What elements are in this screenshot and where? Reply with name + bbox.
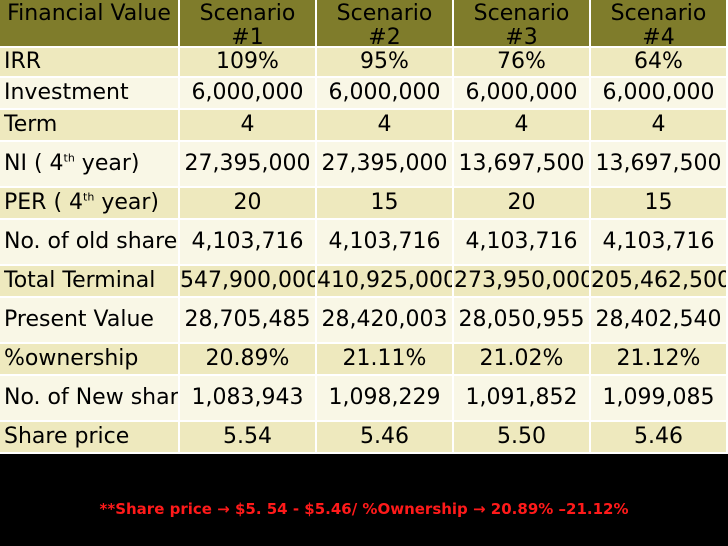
header-scenario-4: Scenario #4 — [591, 0, 728, 48]
cell-scenario-3: 1,091,852 — [454, 376, 591, 422]
cell-scenario-4: 205,462,500 — [591, 266, 728, 298]
cell-scenario-4: 15 — [591, 188, 728, 220]
table-row: PER ( 4th year) 20 15 20 15 — [0, 188, 728, 220]
header-financial-value: Financial Value — [0, 0, 180, 48]
cell-scenario-3: 76% — [454, 48, 591, 78]
row-metric-label: No. of old share — [0, 220, 180, 266]
table-row: Total Terminal 547,900,000 410,925,000 273,… — [0, 266, 728, 298]
header-scenario-1: Scenario #1 — [180, 0, 317, 48]
cell-scenario-1: 20 — [180, 188, 317, 220]
row-metric-label: Term — [0, 110, 180, 142]
table-row: No. of New share 1,083,943 1,098,229 1,091,… — [0, 376, 728, 422]
row-metric-label: PER ( 4th year) — [0, 188, 180, 220]
table-row: %ownership 20.89% 21.11% 21.02% 21.12% — [0, 344, 728, 376]
cell-scenario-1: 6,000,000 — [180, 78, 317, 110]
cell-scenario-2: 410,925,000 — [317, 266, 454, 298]
cell-scenario-1: 1,083,943 — [180, 376, 317, 422]
table-row: Share price 5.54 5.46 5.50 5.46 — [0, 422, 728, 454]
cell-scenario-2: 27,395,000 — [317, 142, 454, 188]
cell-scenario-1: 4 — [180, 110, 317, 142]
cell-scenario-2: 28,420,003 — [317, 298, 454, 344]
cell-scenario-3: 4,103,716 — [454, 220, 591, 266]
row-metric-label: IRR — [0, 48, 180, 78]
table-row: NI ( 4th year) 27,395,000 27,395,000 13,697… — [0, 142, 728, 188]
header-scenario-2: Scenario #2 — [317, 0, 454, 48]
table-row: No. of old share 4,103,716 4,103,716 4,103,… — [0, 220, 728, 266]
table-row: IRR 109% 95% 76% 64% — [0, 48, 728, 78]
summary-banner: **Share price → $5. 54 - $5.46/ %Ownersh… — [0, 484, 728, 534]
cell-scenario-3: 4 — [454, 110, 591, 142]
cell-scenario-4: 4 — [591, 110, 728, 142]
cell-scenario-3: 5.50 — [454, 422, 591, 454]
cell-scenario-3: 273,950,000 — [454, 266, 591, 298]
cell-scenario-4: 28,402,540 — [591, 298, 728, 344]
cell-scenario-2: 5.46 — [317, 422, 454, 454]
cell-scenario-4: 21.12% — [591, 344, 728, 376]
cell-scenario-3: 28,050,955 — [454, 298, 591, 344]
cell-scenario-2: 15 — [317, 188, 454, 220]
row-metric-label: %ownership — [0, 344, 180, 376]
cell-scenario-3: 20 — [454, 188, 591, 220]
cell-scenario-4: 4,103,716 — [591, 220, 728, 266]
row-metric-label: Total Terminal — [0, 266, 180, 298]
cell-scenario-3: 6,000,000 — [454, 78, 591, 110]
financial-comparison-table: Financial Value Scenario #1 Scenario #2 … — [0, 0, 728, 454]
cell-scenario-1: 5.54 — [180, 422, 317, 454]
cell-scenario-2: 95% — [317, 48, 454, 78]
row-metric-label: No. of New share — [0, 376, 180, 422]
row-metric-label: Share price — [0, 422, 180, 454]
cell-scenario-4: 6,000,000 — [591, 78, 728, 110]
cell-scenario-2: 4,103,716 — [317, 220, 454, 266]
table-row: Term 4 4 4 4 — [0, 110, 728, 142]
cell-scenario-1: 547,900,000 — [180, 266, 317, 298]
cell-scenario-2: 1,098,229 — [317, 376, 454, 422]
row-metric-label: Present Value — [0, 298, 180, 344]
cell-scenario-1: 4,103,716 — [180, 220, 317, 266]
cell-scenario-4: 5.46 — [591, 422, 728, 454]
row-metric-label: Investment — [0, 78, 180, 110]
row-metric-label: NI ( 4th year) — [0, 142, 180, 188]
cell-scenario-4: 13,697,500 — [591, 142, 728, 188]
cell-scenario-1: 109% — [180, 48, 317, 78]
header-scenario-3: Scenario #3 — [454, 0, 591, 48]
cell-scenario-1: 28,705,485 — [180, 298, 317, 344]
table-header-row: Financial Value Scenario #1 Scenario #2 … — [0, 0, 728, 48]
table-row: Present Value 28,705,485 28,420,003 28,050,… — [0, 298, 728, 344]
cell-scenario-4: 64% — [591, 48, 728, 78]
cell-scenario-1: 27,395,000 — [180, 142, 317, 188]
cell-scenario-3: 13,697,500 — [454, 142, 591, 188]
cell-scenario-4: 1,099,085 — [591, 376, 728, 422]
table-row: Investment 6,000,000 6,000,000 6,000,000 6,0… — [0, 78, 728, 110]
cell-scenario-2: 21.11% — [317, 344, 454, 376]
cell-scenario-2: 4 — [317, 110, 454, 142]
cell-scenario-3: 21.02% — [454, 344, 591, 376]
cell-scenario-1: 20.89% — [180, 344, 317, 376]
cell-scenario-2: 6,000,000 — [317, 78, 454, 110]
